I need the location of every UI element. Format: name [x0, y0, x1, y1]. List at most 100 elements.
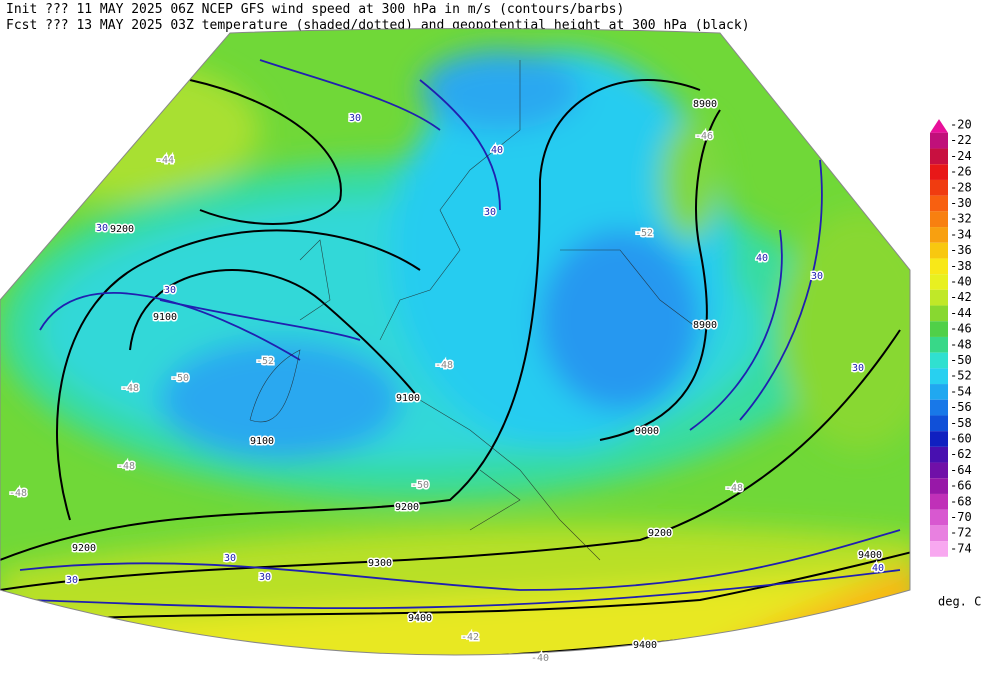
map-border — [0, 28, 911, 656]
contour-label: 30 — [259, 572, 271, 583]
contour-label: 40 — [872, 563, 884, 574]
colorbar-label: -58 — [950, 416, 972, 430]
colorbar-swatch — [930, 462, 948, 479]
contour-label: 30 — [811, 271, 823, 282]
colorbar-label: -22 — [950, 133, 972, 147]
colorbar-swatch — [930, 399, 948, 416]
contour-label: -50 — [171, 373, 189, 384]
contour-label: -48 — [121, 383, 139, 394]
contour-label: 9200 — [395, 502, 419, 513]
colorbar-swatch — [930, 446, 948, 463]
contour-label: 9300 — [368, 558, 392, 569]
colorbar-swatch — [930, 493, 948, 510]
contour-labels: 9200 9100 9100 9200 9200 9300 9400 9400 9200 9000… — [7, 98, 885, 666]
contour-label: -46 — [695, 131, 713, 142]
contour-label: 30 — [164, 285, 176, 296]
contour-label: 9400 — [858, 550, 882, 561]
colorbar-swatch — [930, 211, 948, 228]
colorbar-label: -40 — [950, 275, 972, 289]
colorbar-swatch — [930, 478, 948, 494]
colorbar-swatch — [930, 415, 948, 432]
contour-label: -48 — [435, 360, 453, 371]
contour-label: 30 — [852, 363, 864, 374]
colorbar-swatch — [930, 384, 948, 400]
contour-label: 9200 — [72, 543, 96, 554]
header-line-1: Init ??? 11 MAY 2025 06Z NCEP GFS wind s… — [6, 2, 624, 17]
colorbar-unit: deg. C — [938, 595, 981, 609]
colorbar-label: -38 — [950, 259, 972, 273]
colorbar-swatch — [930, 274, 948, 290]
colorbar-label: -46 — [950, 322, 972, 336]
contour-label: -44 — [156, 155, 174, 166]
contour-label: -50 — [411, 480, 429, 491]
colorbar-swatch — [930, 541, 948, 557]
contour-label: 30 — [484, 207, 496, 218]
colorbar-swatch — [930, 164, 948, 180]
colorbar-swatch — [930, 509, 948, 526]
colorbar-swatch — [930, 352, 948, 369]
colorbar-swatch — [930, 258, 948, 275]
colorbar-label: -72 — [950, 526, 972, 540]
colorbar-swatch — [930, 289, 948, 306]
colorbar: -20-22 -24 -26-28 -30 -32-34 -36 -38 -40-42 -44 -… — [930, 118, 972, 557]
colorbar-label: -70 — [950, 510, 972, 524]
contour-label: 9100 — [396, 393, 420, 404]
contour-label: -48 — [9, 488, 27, 499]
colorbar-label: -66 — [950, 479, 972, 493]
contour-label: 9100 — [153, 312, 177, 323]
contour-label: -48 — [117, 461, 135, 472]
colorbar-label: -36 — [950, 243, 972, 257]
colorbar-swatch — [930, 179, 948, 196]
colorbar-label: -60 — [950, 432, 972, 446]
contour-label: -52 — [635, 228, 653, 239]
contour-label: 8900 — [693, 99, 717, 110]
contour-label: 40 — [756, 253, 768, 264]
contour-label: -42 — [461, 632, 479, 643]
colorbar-label: -30 — [950, 196, 972, 210]
contour-label: 40 — [491, 145, 503, 156]
colorbar-swatch — [930, 336, 948, 353]
contour-label: 9200 — [648, 528, 672, 539]
colorbar-swatch — [930, 227, 948, 243]
colorbar-swatch — [930, 525, 948, 542]
colorbar-swatch — [930, 242, 948, 259]
colorbar-swatch — [930, 119, 948, 133]
map — [0, 28, 910, 655]
colorbar-swatch — [930, 431, 948, 447]
contour-label: -52 — [256, 356, 274, 367]
contour-label: 30 — [224, 553, 236, 564]
colorbar-label: -68 — [950, 494, 972, 508]
colorbar-swatch — [930, 368, 948, 385]
colorbar-swatch — [930, 305, 948, 322]
contour-label: 9200 — [110, 224, 134, 235]
contour-label: 30 — [96, 223, 108, 234]
colorbar-label: -26 — [950, 165, 972, 179]
colorbar-label: -24 — [950, 149, 972, 163]
colorbar-swatch — [930, 195, 948, 212]
colorbar-label: -50 — [950, 353, 972, 367]
colorbar-label: -54 — [950, 384, 972, 398]
contour-label: 9400 — [408, 613, 432, 624]
contour-label: 9000 — [635, 426, 659, 437]
colorbar-label: -52 — [950, 369, 972, 383]
colorbar-swatch — [930, 321, 948, 337]
colorbar-label: -62 — [950, 447, 972, 461]
contour-label: 30 — [349, 113, 361, 124]
colorbar-label: -42 — [950, 290, 972, 304]
colorbar-label: -56 — [950, 400, 972, 414]
contour-label: 8900 — [693, 320, 717, 331]
contour-label: 30 — [66, 575, 78, 586]
colorbar-label: -64 — [950, 463, 972, 477]
colorbar-label: -28 — [950, 180, 972, 194]
contour-label: 9100 — [250, 436, 274, 447]
colorbar-swatch — [930, 148, 948, 165]
colorbar-label: -32 — [950, 212, 972, 226]
colorbar-label: -44 — [950, 306, 972, 320]
contour-label: 9400 — [633, 640, 657, 651]
contour-label: -48 — [725, 483, 743, 494]
contour-label: -40 — [531, 653, 549, 664]
colorbar-label: -48 — [950, 337, 972, 351]
colorbar-label: -74 — [950, 541, 972, 555]
colorbar-label: -34 — [950, 227, 972, 241]
